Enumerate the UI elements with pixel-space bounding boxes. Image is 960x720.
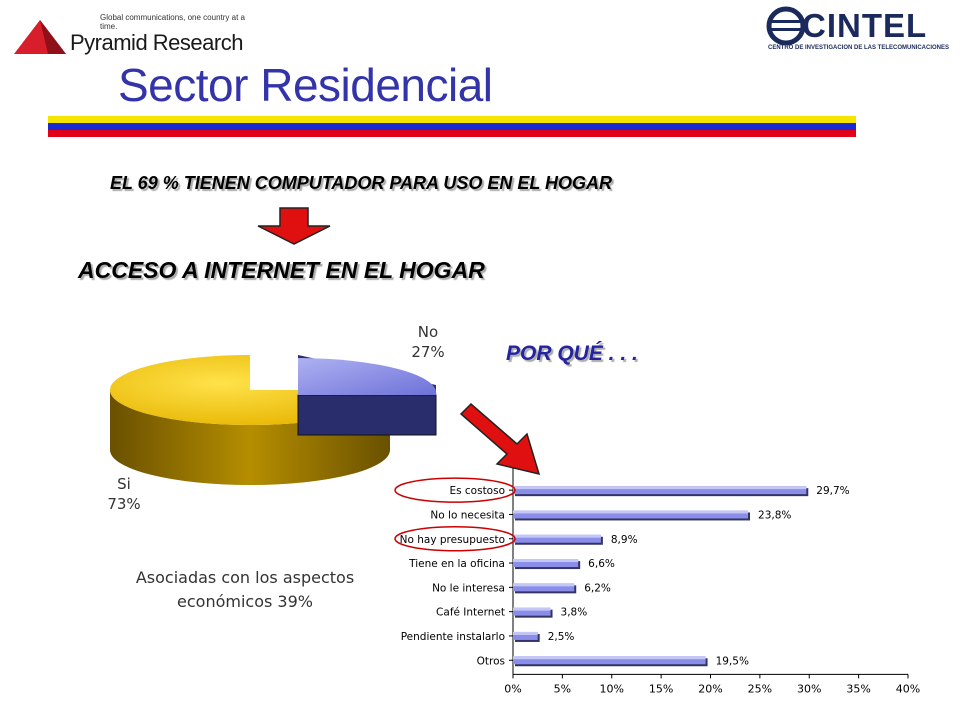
data-label: 3,8% [561,607,588,619]
x-tick-label: 10% [600,682,624,695]
bar [513,534,601,543]
category-label: Pendiente instalarlo [401,631,505,643]
bar [513,486,807,495]
headline: EL 69 % TIENEN COMPUTADOR PARA USO EN EL… [110,173,613,193]
pie-slice-no [298,358,437,395]
pie-label-si: Si 73% [94,474,154,514]
data-label: 6,2% [584,582,611,594]
x-tick-label: 30% [797,682,821,695]
cintel-name: CINTEL [802,7,928,44]
category-label: No le interesa [432,582,505,594]
pyramid-research-logo: Global communications, one country at a … [8,8,258,58]
data-label: 19,5% [716,655,749,667]
subheadline: ACCESO A INTERNET EN EL HOGAR [78,257,485,283]
down-arrow-icon [257,207,331,245]
bar [513,656,706,665]
data-label: 23,8% [758,509,791,521]
bar-highlight [513,510,749,514]
diagonal-arrow-icon [459,402,541,476]
x-tick-label: 40% [896,682,920,695]
x-tick-label: 35% [846,682,870,695]
bar-highlight [513,486,807,490]
bar-highlight [513,583,575,587]
flag-stripe-blue [48,123,856,130]
category-label: Café Internet [436,607,505,619]
x-tick-label: 15% [649,682,673,695]
category-label: No lo necesita [430,509,505,521]
bar [513,583,575,592]
highlight-ellipse [394,526,516,552]
category-label: Otros [477,655,505,667]
note-text: Asociadas con los aspectos económicos 39… [135,568,355,611]
category-label: No hay presupuesto [400,534,505,546]
bar [513,607,551,616]
why-label: POR QUÉ . . . [506,342,638,365]
cintel-logo: CINTEL CENTRO DE INVESTIGACION DE LAS TE… [762,4,958,62]
x-tick-label: 25% [748,682,772,695]
x-tick-label: 5% [554,682,571,695]
pie-label-no: No 27% [398,322,458,362]
data-label: 29,7% [816,485,849,497]
bar-highlight [513,559,579,563]
data-label: 2,5% [548,631,575,643]
cintel-globe-icon [766,6,806,46]
pie-label-no-value: 27% [411,343,445,361]
pie-label-si-name: Si [117,475,131,493]
page-title: Sector Residencial [118,59,493,111]
pie-label-si-value: 73% [107,495,141,513]
category-label: Es costoso [449,485,505,497]
category-label: Tiene en la oficina [408,558,505,570]
flag-stripe-yellow [48,116,856,123]
bar-highlight [513,631,538,635]
data-label: 8,9% [611,534,638,546]
bar-highlight [513,607,551,611]
pie-slice-si-side [110,390,390,485]
cintel-subtitle: CENTRO DE INVESTIGACION DE LAS TELECOMUN… [768,45,950,51]
bar [513,510,749,519]
pie-label-no-name: No [417,323,439,341]
highlight-ellipse [394,477,516,503]
logo-tagline: Global communications, one country at a … [100,13,245,31]
data-label: 6,6% [588,558,615,570]
bar-highlight [513,534,601,538]
pie-chart [110,355,437,485]
x-tick-label: 0% [504,682,521,695]
flag-stripe-red [48,130,856,137]
bar [513,631,538,640]
pyramid-logo-icon [14,20,66,54]
bar [513,559,579,568]
bar-highlight [513,656,706,660]
logo-name: Pyramid Research [70,30,243,55]
x-tick-label: 20% [698,682,722,695]
